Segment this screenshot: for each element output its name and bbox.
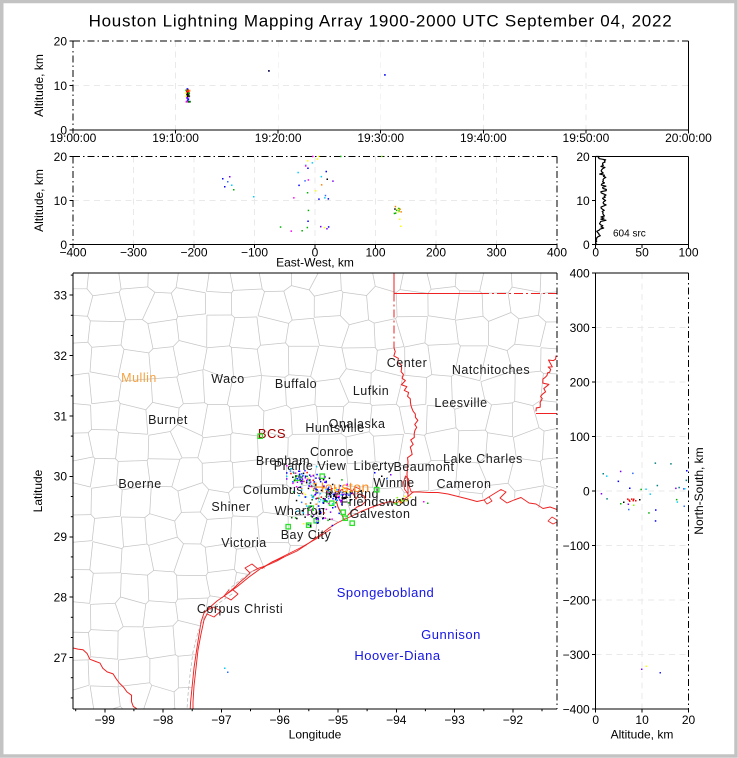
svg-text:19:00:00: 19:00:00 bbox=[50, 131, 97, 145]
svg-text:200: 200 bbox=[570, 375, 590, 389]
svg-text:19:30:00: 19:30:00 bbox=[357, 131, 404, 145]
svg-text:30: 30 bbox=[54, 470, 68, 484]
svg-text:400: 400 bbox=[547, 246, 567, 260]
svg-text:19:10:00: 19:10:00 bbox=[152, 131, 199, 145]
svg-text:−400: −400 bbox=[59, 246, 86, 260]
svg-text:28: 28 bbox=[54, 591, 68, 605]
svg-text:−99: −99 bbox=[95, 713, 116, 727]
svg-text:200: 200 bbox=[426, 246, 446, 260]
svg-text:Latitude: Latitude bbox=[31, 469, 45, 512]
svg-text:31: 31 bbox=[54, 409, 68, 423]
svg-text:32: 32 bbox=[54, 349, 68, 363]
svg-text:29: 29 bbox=[54, 530, 68, 544]
svg-text:100: 100 bbox=[365, 246, 385, 260]
svg-text:−400: −400 bbox=[563, 702, 590, 716]
svg-text:Altitude, km: Altitude, km bbox=[611, 728, 674, 742]
svg-text:Liberty: Liberty bbox=[353, 459, 394, 473]
svg-text:Beaumont: Beaumont bbox=[394, 460, 455, 474]
svg-text:−96: −96 bbox=[270, 713, 291, 727]
svg-text:−300: −300 bbox=[120, 246, 147, 260]
svg-text:Mullin: Mullin bbox=[121, 371, 157, 385]
svg-text:20:00:00: 20:00:00 bbox=[665, 131, 712, 145]
svg-text:−98: −98 bbox=[153, 713, 174, 727]
svg-text:0: 0 bbox=[592, 713, 599, 727]
svg-text:Buffalo: Buffalo bbox=[275, 377, 317, 391]
svg-text:10: 10 bbox=[54, 194, 68, 208]
svg-text:27: 27 bbox=[54, 651, 68, 665]
svg-text:Altitude, km: Altitude, km bbox=[32, 54, 46, 117]
svg-text:20: 20 bbox=[54, 34, 68, 48]
svg-text:Leesville: Leesville bbox=[434, 396, 487, 410]
svg-text:Victoria: Victoria bbox=[221, 536, 266, 550]
svg-text:300: 300 bbox=[486, 246, 506, 260]
svg-text:100: 100 bbox=[678, 246, 698, 260]
svg-text:Winnie: Winnie bbox=[373, 476, 414, 490]
svg-text:10: 10 bbox=[576, 194, 590, 208]
svg-text:50: 50 bbox=[635, 246, 649, 260]
svg-text:400: 400 bbox=[570, 266, 590, 280]
svg-text:10: 10 bbox=[635, 713, 649, 727]
svg-text:20: 20 bbox=[54, 150, 68, 164]
svg-text:Spongebobland: Spongebobland bbox=[337, 585, 435, 600]
svg-text:Waco: Waco bbox=[211, 372, 245, 386]
svg-text:Lufkin: Lufkin bbox=[353, 384, 389, 398]
svg-text:Huntsville: Huntsville bbox=[305, 421, 364, 435]
svg-text:−200: −200 bbox=[180, 246, 207, 260]
svg-text:−94: −94 bbox=[386, 713, 407, 727]
svg-text:−300: −300 bbox=[563, 648, 590, 662]
svg-text:−92: −92 bbox=[503, 713, 524, 727]
svg-text:BCS: BCS bbox=[258, 426, 286, 441]
svg-text:Columbus: Columbus bbox=[243, 483, 303, 497]
svg-text:Bay City: Bay City bbox=[281, 528, 332, 542]
svg-text:19:50:00: 19:50:00 bbox=[563, 131, 610, 145]
svg-text:−100: −100 bbox=[563, 539, 590, 553]
svg-text:604 src: 604 src bbox=[613, 229, 646, 240]
svg-text:Wharton: Wharton bbox=[275, 504, 326, 518]
svg-text:Cameron: Cameron bbox=[437, 477, 492, 491]
svg-text:Houston Lightning Mapping Arra: Houston Lightning Mapping Array 1900-200… bbox=[89, 12, 673, 31]
svg-text:20: 20 bbox=[682, 713, 696, 727]
svg-text:0: 0 bbox=[592, 246, 599, 260]
svg-text:Boerne: Boerne bbox=[118, 477, 161, 491]
svg-text:300: 300 bbox=[570, 321, 590, 335]
svg-text:Hoover-Diana: Hoover-Diana bbox=[354, 648, 440, 663]
svg-text:−200: −200 bbox=[563, 593, 590, 607]
svg-text:Longitude: Longitude bbox=[289, 728, 342, 742]
svg-text:Prairie View: Prairie View bbox=[274, 459, 347, 473]
svg-text:0: 0 bbox=[60, 123, 67, 137]
svg-text:East-West, km: East-West, km bbox=[276, 256, 354, 270]
svg-text:19:40:00: 19:40:00 bbox=[460, 131, 507, 145]
svg-text:North-South, km: North-South, km bbox=[692, 447, 706, 534]
svg-text:0: 0 bbox=[60, 238, 67, 252]
svg-text:Gunnison: Gunnison bbox=[421, 627, 481, 642]
svg-text:Lake Charles: Lake Charles bbox=[443, 452, 523, 466]
svg-text:0: 0 bbox=[583, 238, 590, 252]
svg-text:Natchitoches: Natchitoches bbox=[452, 363, 530, 377]
svg-text:Friendswood: Friendswood bbox=[340, 495, 417, 509]
svg-text:Shiner: Shiner bbox=[211, 500, 250, 514]
svg-text:−95: −95 bbox=[328, 713, 349, 727]
svg-text:Altitude, km: Altitude, km bbox=[32, 169, 46, 232]
svg-text:Corpus Christi: Corpus Christi bbox=[197, 602, 283, 616]
svg-text:20: 20 bbox=[576, 150, 590, 164]
svg-text:0: 0 bbox=[583, 484, 590, 498]
svg-text:Galveston: Galveston bbox=[350, 507, 411, 521]
svg-text:−93: −93 bbox=[444, 713, 465, 727]
svg-text:Onalaska: Onalaska bbox=[329, 417, 386, 431]
svg-text:Conroe: Conroe bbox=[310, 445, 354, 459]
svg-text:0: 0 bbox=[312, 246, 319, 260]
svg-text:100: 100 bbox=[570, 430, 590, 444]
svg-text:−97: −97 bbox=[211, 713, 232, 727]
svg-text:19:20:00: 19:20:00 bbox=[255, 131, 302, 145]
svg-text:−100: −100 bbox=[241, 246, 268, 260]
svg-text:Burnet: Burnet bbox=[148, 413, 188, 427]
svg-text:Brenham: Brenham bbox=[256, 454, 310, 468]
svg-text:Center: Center bbox=[387, 356, 428, 370]
svg-text:33: 33 bbox=[54, 289, 68, 303]
svg-text:Houston: Houston bbox=[314, 479, 370, 495]
svg-text:10: 10 bbox=[54, 79, 68, 93]
